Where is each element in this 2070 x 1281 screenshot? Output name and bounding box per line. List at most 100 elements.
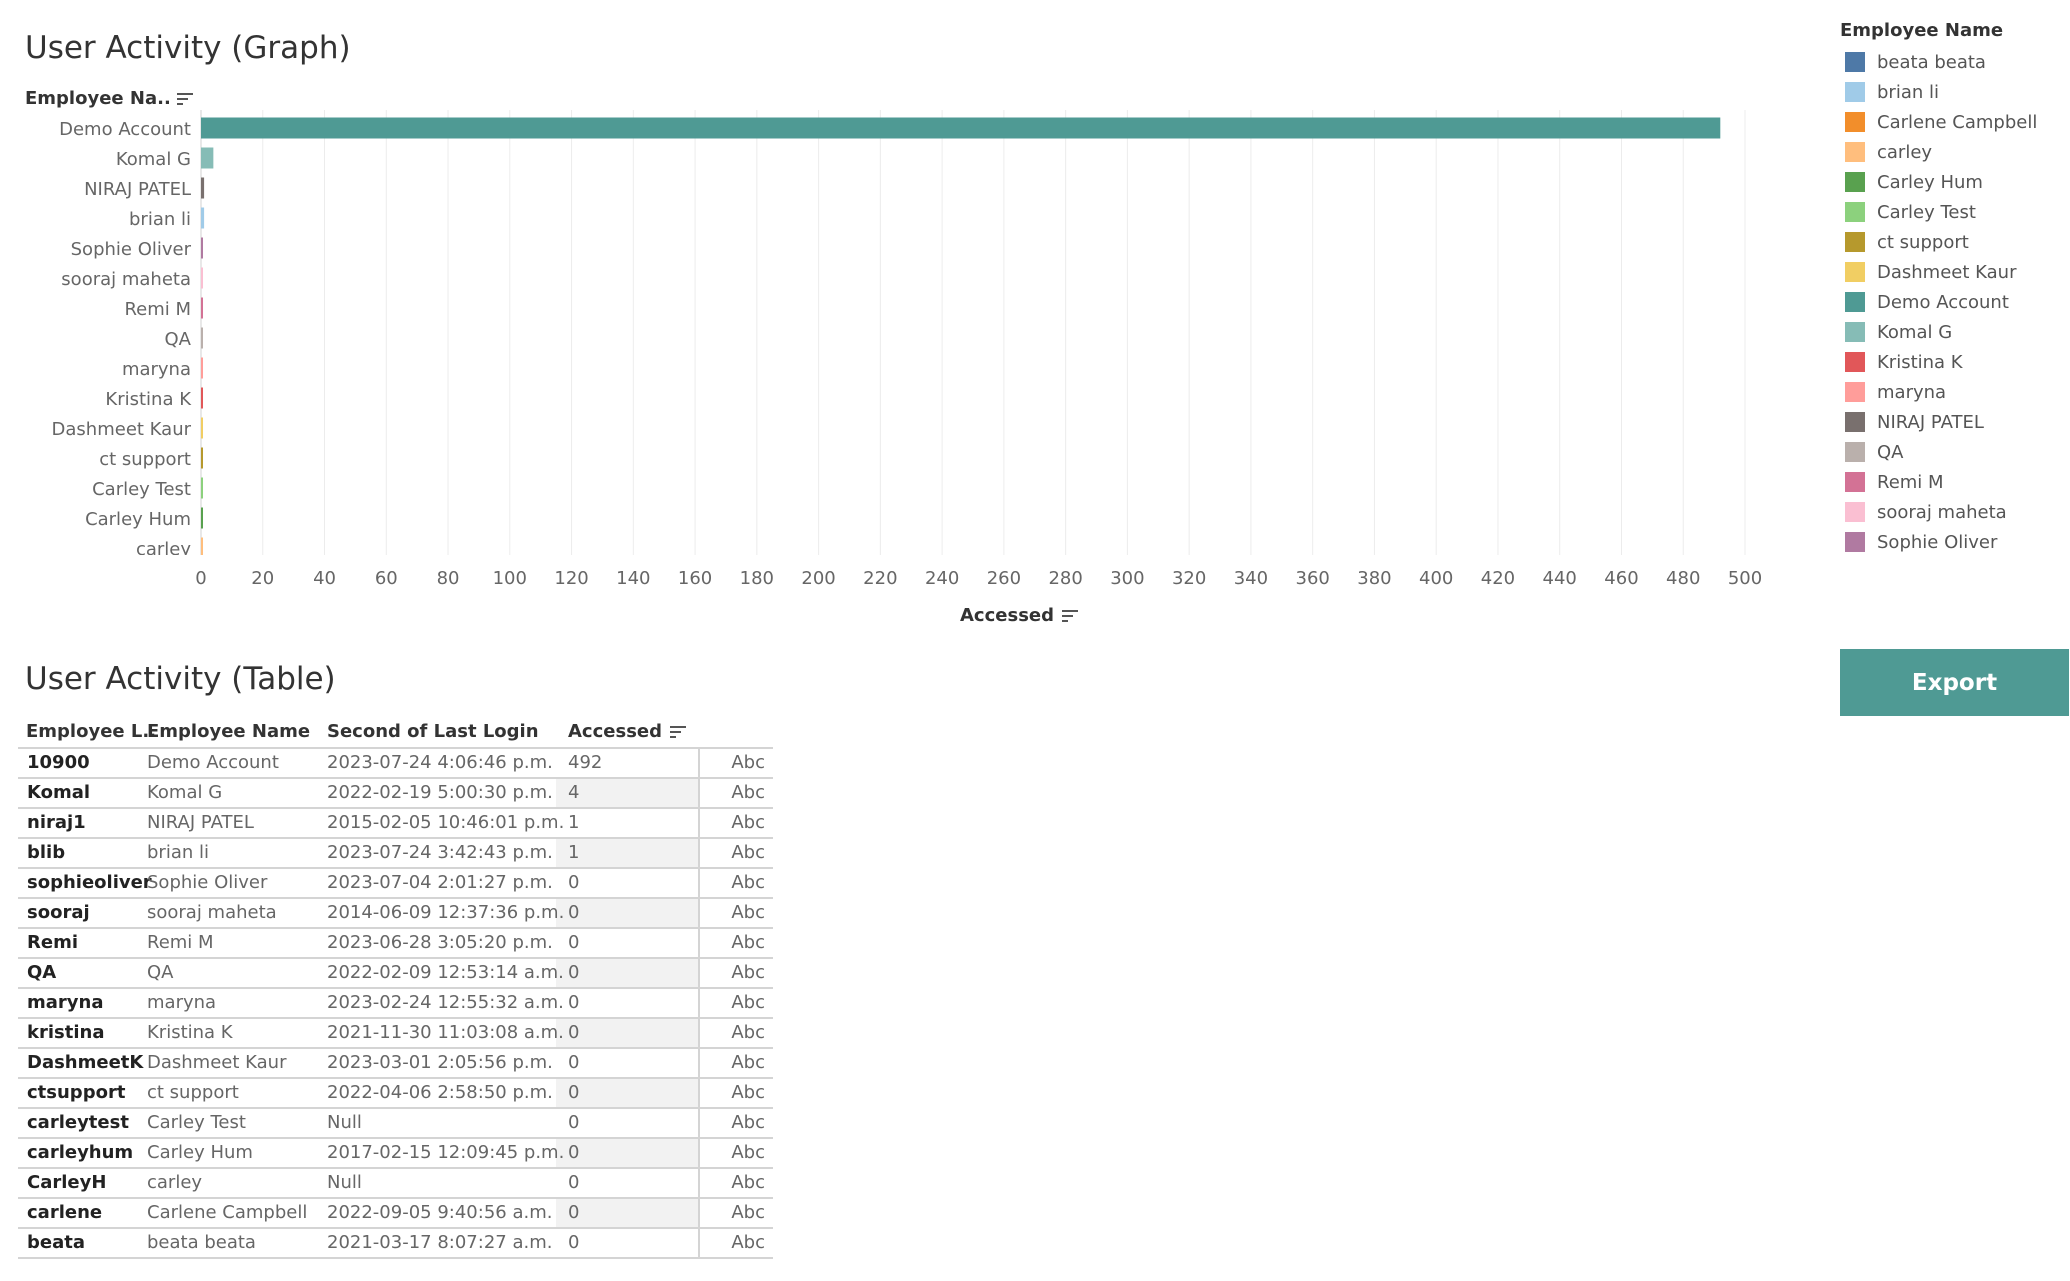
bar[interactable] [201,237,203,259]
export-button[interactable]: Export [1840,649,2069,716]
color-legend: Employee Name beata beata brian li Carlene… [1840,20,2065,557]
bar[interactable] [201,507,203,529]
legend-swatch [1845,442,1865,462]
cell-name: Carlene Campbell [147,1202,308,1223]
y-category-label: Carley Test [92,479,191,500]
legend-item[interactable]: QA [1840,437,2065,467]
table-row[interactable]: Komal Komal G 2022-02-19 5:00:30 p.m. 4 Abc [18,779,773,809]
cell-name: Sophie Oliver [147,872,268,893]
x-tick-label: 280 [1048,568,1082,589]
table-row[interactable]: carleyhum Carley Hum 2017-02-15 12:09:45 p… [18,1139,773,1169]
bar[interactable] [201,477,203,499]
x-tick-label: 220 [863,568,897,589]
bar[interactable] [201,117,1721,139]
table-title: User Activity (Table) [25,661,336,697]
legend-item[interactable]: Carlene Campbell [1840,107,2065,137]
column-header-login[interactable]: Employee L.. [26,721,156,742]
legend-item[interactable]: carley [1840,137,2065,167]
accessed-cell-bg [556,839,700,867]
bar[interactable] [201,357,203,379]
bar[interactable] [201,177,205,199]
legend-swatch [1845,232,1865,252]
legend-item[interactable]: Carley Test [1840,197,2065,227]
bar[interactable] [201,267,203,289]
column-header-accessed[interactable]: Accessed [568,721,686,742]
table-body: 10900 Demo Account 2023-07-24 4:06:46 p.m.… [18,747,773,1259]
table-row[interactable]: beata beata beata 2021-03-17 8:07:27 a.m. 0… [18,1229,773,1259]
legend-item[interactable]: Demo Account [1840,287,2065,317]
y-axis-field-header[interactable]: Employee Na.. [25,88,193,109]
table-row[interactable]: ctsupport ct support 2022-04-06 2:58:50 p.… [18,1079,773,1109]
x-tick-label: 40 [313,568,336,589]
cell-abc: Abc [731,1022,765,1043]
table-row[interactable]: QA QA 2022-02-09 12:53:14 a.m. 0 Abc [18,959,773,989]
table-row[interactable]: carleytest Carley Test Null 0 Abc [18,1109,773,1139]
legend-item[interactable]: maryna [1840,377,2065,407]
cell-second-last-login: Null [327,1112,362,1133]
table-row[interactable]: kristina Kristina K 2021-11-30 11:03:08 a.… [18,1019,773,1049]
bar[interactable] [201,147,214,169]
table-row[interactable]: carlene Carlene Campbell 2022-09-05 9:40:5… [18,1199,773,1229]
table-row[interactable]: blib brian li 2023-07-24 3:42:43 p.m. 1 Abc [18,839,773,869]
bar[interactable] [201,207,205,229]
cell-name: Carley Hum [147,1142,253,1163]
y-category-label: maryna [122,359,191,380]
legend-swatch [1845,52,1865,72]
legend-swatch [1845,322,1865,342]
cell-login: kristina [27,1022,105,1043]
cell-second-last-login: Null [327,1172,362,1193]
bar[interactable] [201,537,203,559]
legend-swatch [1845,142,1865,162]
sort-descending-icon[interactable] [176,92,193,106]
bar[interactable] [201,447,203,469]
table-row[interactable]: niraj1 NIRAJ PATEL 2015-02-05 10:46:01 p.m… [18,809,773,839]
table-row[interactable]: CarleyH carley Null 0 Abc [18,1169,773,1199]
table-row[interactable]: 10900 Demo Account 2023-07-24 4:06:46 p.m.… [18,749,773,779]
cell-accessed: 492 [568,752,603,773]
table-row[interactable]: maryna maryna 2023-02-24 12:55:32 a.m. 0 Abc [18,989,773,1019]
accessed-cell-bg [556,1199,700,1227]
bar[interactable] [201,327,203,349]
legend-item[interactable]: Dashmeet Kaur [1840,257,2065,287]
accessed-cell-bg [556,1169,700,1197]
sort-descending-icon[interactable] [1062,609,1078,623]
legend-label: Carley Test [1877,201,1976,223]
legend-item[interactable]: beata beata [1840,47,2065,77]
y-category-label: Komal G [116,149,191,170]
cell-accessed: 0 [568,1232,580,1253]
legend-item[interactable]: Carley Hum [1840,167,2065,197]
legend-item[interactable]: NIRAJ PATEL [1840,407,2065,437]
x-tick-label: 420 [1481,568,1515,589]
table-row[interactable]: DashmeetK Dashmeet Kaur 2023-03-01 2:05:56… [18,1049,773,1079]
legend-item[interactable]: sooraj maheta [1840,497,2065,527]
legend-item[interactable]: brian li [1840,77,2065,107]
legend-item[interactable]: ct support [1840,227,2065,257]
x-axis-field-header[interactable]: Accessed [960,605,1078,626]
accessed-cell-bg [556,989,700,1017]
accessed-cell-bg [556,899,700,927]
legend-item[interactable]: Remi M [1840,467,2065,497]
legend-item[interactable]: Sophie Oliver [1840,527,2065,557]
cell-second-last-login: 2023-02-24 12:55:32 a.m. [327,992,564,1013]
bar[interactable] [201,417,203,439]
sort-descending-icon[interactable] [670,725,686,739]
bar[interactable] [201,297,203,319]
legend-item[interactable]: Komal G [1840,317,2065,347]
cell-name: Kristina K [147,1022,233,1043]
legend-label: Sophie Oliver [1877,531,1998,553]
cell-name: Remi M [147,932,214,953]
column-header-second[interactable]: Second of Last Login [327,721,539,742]
cell-login: ctsupport [27,1082,126,1103]
x-tick-label: 200 [801,568,835,589]
table-row[interactable]: sooraj sooraj maheta 2014-06-09 12:37:36 p… [18,899,773,929]
table-row[interactable]: Remi Remi M 2023-06-28 3:05:20 p.m. 0 Abc [18,929,773,959]
table-row[interactable]: sophieoliver Sophie Oliver 2023-07-04 2:01… [18,869,773,899]
cell-login: sooraj [27,902,90,923]
cell-abc: Abc [731,992,765,1013]
legend-item[interactable]: Kristina K [1840,347,2065,377]
accessed-cell-bg [556,1109,700,1137]
column-header-name[interactable]: Employee Name [147,721,310,742]
cell-second-last-login: 2023-03-01 2:05:56 p.m. [327,1052,553,1073]
y-category-label: Sophie Oliver [71,239,192,260]
bar[interactable] [201,387,203,409]
